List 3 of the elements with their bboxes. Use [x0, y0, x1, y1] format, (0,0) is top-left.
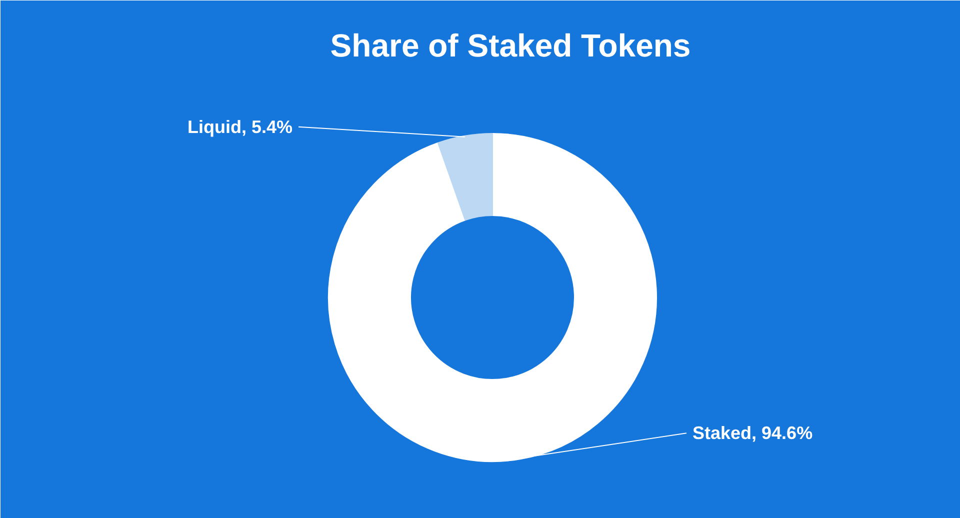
chart-title: Share of Staked Tokens [330, 28, 691, 64]
slice-label: Liquid, 5.4% [187, 116, 293, 137]
slice-label: Staked, 94.6% [692, 423, 813, 444]
